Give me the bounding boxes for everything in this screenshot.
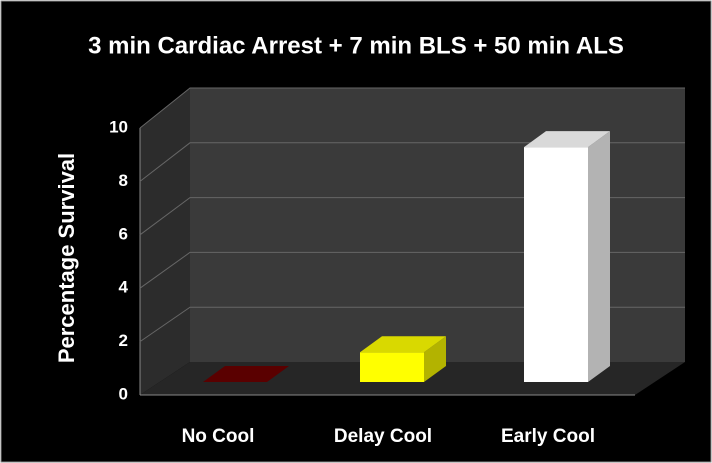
- grid-line: [139, 142, 685, 182]
- bar-top: [203, 366, 289, 382]
- y-axis-label: Percentage Survival: [54, 153, 79, 363]
- y-tick-label: 0: [119, 384, 128, 403]
- y-tick-label: 6: [119, 224, 128, 243]
- grid-line: [139, 87, 685, 129]
- y-tick-label: 10: [109, 117, 128, 136]
- y-tick-label: 8: [119, 171, 128, 190]
- x-tick-label: Delay Cool: [334, 426, 432, 447]
- x-tick-label: No Cool: [182, 426, 255, 447]
- bar-top: [360, 336, 446, 353]
- bar-side: [588, 131, 610, 382]
- y-tick-label: 4: [119, 278, 129, 297]
- bar-side: [424, 336, 446, 382]
- bar-front: [360, 352, 424, 382]
- side-wall: [140, 88, 190, 395]
- y-tick-label: 2: [119, 331, 128, 350]
- grid-line: [139, 306, 685, 343]
- bar-front: [524, 147, 588, 382]
- back-wall: [190, 88, 685, 362]
- x-tick-label: Early Cool: [501, 426, 595, 447]
- grid-line: [139, 197, 685, 236]
- bar-top: [524, 131, 610, 148]
- bar: [360, 336, 446, 382]
- bar: [203, 366, 289, 382]
- grid-line: [139, 251, 685, 289]
- chart-title: 3 min Cardiac Arrest + 7 min BLS + 50 mi…: [88, 32, 624, 59]
- bar: [524, 131, 610, 382]
